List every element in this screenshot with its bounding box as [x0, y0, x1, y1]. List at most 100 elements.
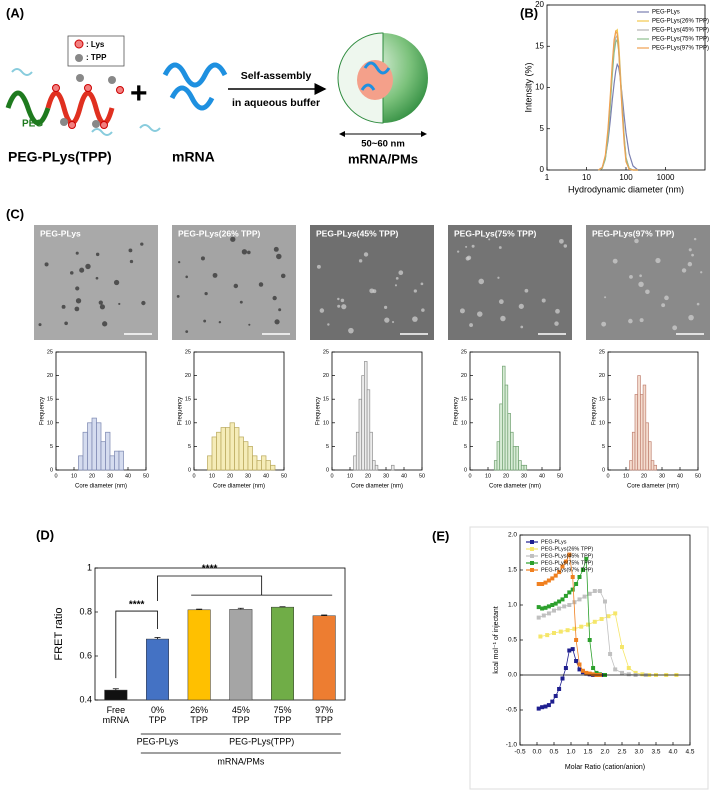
y-axis-label: Intensity (%) [523, 62, 533, 112]
data-point [550, 603, 555, 607]
data-point [572, 626, 577, 631]
tem-particle [645, 289, 650, 295]
hist-bar [493, 460, 498, 471]
tem-particle [384, 317, 390, 323]
hist-bar [372, 460, 376, 471]
plot-frame [94, 567, 346, 701]
data-point [599, 617, 604, 621]
tem-particle [696, 302, 700, 306]
hist-bar [650, 460, 655, 471]
data-point [543, 704, 548, 709]
tem-particle [276, 253, 282, 260]
x-tick-label: 3.5 [651, 749, 660, 756]
x-axis-label: Core diameter (nm) [351, 484, 403, 490]
y-tick-label: 1.0 [508, 602, 517, 609]
x-tick-label: 1.0 [566, 749, 575, 756]
tem-particle [478, 278, 485, 285]
tem-particle [372, 289, 377, 294]
x-tick-label: 4.5 [685, 749, 694, 756]
hist-bar [252, 455, 258, 471]
x-axis-label: Hydrodynamic diameter (nm) [568, 184, 684, 194]
bar [187, 609, 211, 701]
hist-bar [369, 431, 373, 471]
panel-label: (A) [6, 5, 24, 20]
tem-particle [176, 294, 180, 298]
scheme-text: : TPP [86, 53, 107, 62]
tpp-icon [75, 54, 83, 62]
tem-particle [64, 321, 68, 326]
tem-label: PEG-PLys(26% TPP) [178, 228, 261, 238]
tem-particle [203, 319, 207, 323]
tem-particle [129, 259, 134, 264]
hist-bar [109, 455, 115, 471]
tem-particle [241, 249, 248, 255]
hist-bar [82, 431, 88, 471]
tem-particle [687, 261, 693, 267]
hist-bar [96, 422, 102, 471]
data-point [536, 706, 541, 711]
data-line [598, 37, 638, 171]
data-point [546, 604, 551, 609]
panel-label: (C) [6, 206, 24, 221]
data-point [557, 687, 562, 691]
data-point [536, 605, 541, 610]
y-tick-label: 5 [326, 444, 329, 450]
tem-particle [204, 291, 208, 296]
annotation: **** [129, 600, 145, 611]
x-tick-label: 20 [227, 473, 233, 479]
y-tick-label: 20 [535, 0, 544, 9]
data-point [613, 611, 618, 616]
data-point [584, 670, 589, 675]
data-point [540, 705, 545, 710]
y-axis-label: Frequency [178, 397, 184, 425]
x-tick-label: 0 [606, 473, 609, 479]
bar [146, 638, 169, 701]
tem-particle [541, 298, 546, 303]
data-point [563, 593, 568, 598]
tem-particle [693, 237, 697, 241]
hist-bar [105, 431, 111, 471]
data-point [586, 622, 590, 627]
hist-bar [520, 464, 525, 471]
y-tick-label: 0.0 [508, 672, 517, 679]
error-bar [237, 607, 244, 610]
y-tick-label: 10 [535, 83, 544, 92]
hist-bar [496, 441, 501, 471]
tem-particle [118, 302, 121, 306]
tem-particle [459, 308, 465, 314]
tem-particle [75, 286, 80, 291]
y-axis-label: FRET ratio [53, 608, 65, 661]
data-point [574, 582, 579, 586]
legend-label: PEG-PLys(97% TPP) [541, 567, 593, 573]
y-tick-label: 5 [188, 444, 191, 450]
tem-particle [471, 244, 475, 248]
x-tick-label: 97% TPP [315, 705, 333, 725]
data-point [626, 666, 631, 670]
y-tick-label: 0 [326, 467, 329, 473]
tem-particle [98, 300, 103, 305]
tem-particle [554, 321, 559, 326]
tem-particle [469, 323, 473, 327]
tem-image [310, 225, 434, 340]
hist-bar [100, 441, 106, 471]
x-tick-label: 10 [347, 473, 353, 479]
hist-bar [358, 398, 363, 471]
data-point [545, 633, 550, 638]
tem-particle [239, 300, 243, 304]
hist-bar [265, 460, 271, 471]
y-tick-label: 0.4 [79, 694, 92, 704]
tem-particle [340, 298, 345, 303]
x-tick-label: 10 [485, 473, 491, 479]
hist-bar [507, 413, 511, 471]
data-point [540, 582, 545, 586]
tem-particle [559, 238, 564, 244]
legend-marker [530, 547, 534, 551]
data-point [536, 615, 541, 620]
y-axis-label: Frequency [592, 397, 598, 425]
legend-label: PEG-PLys(75% TPP) [541, 560, 593, 566]
y-tick-label: -1.0 [506, 742, 518, 749]
legend-label: PEG-PLys(97% TPP) [652, 46, 709, 52]
y-axis-label: Frequency [454, 397, 460, 425]
tem-particle [655, 257, 661, 264]
data-point [557, 599, 562, 604]
